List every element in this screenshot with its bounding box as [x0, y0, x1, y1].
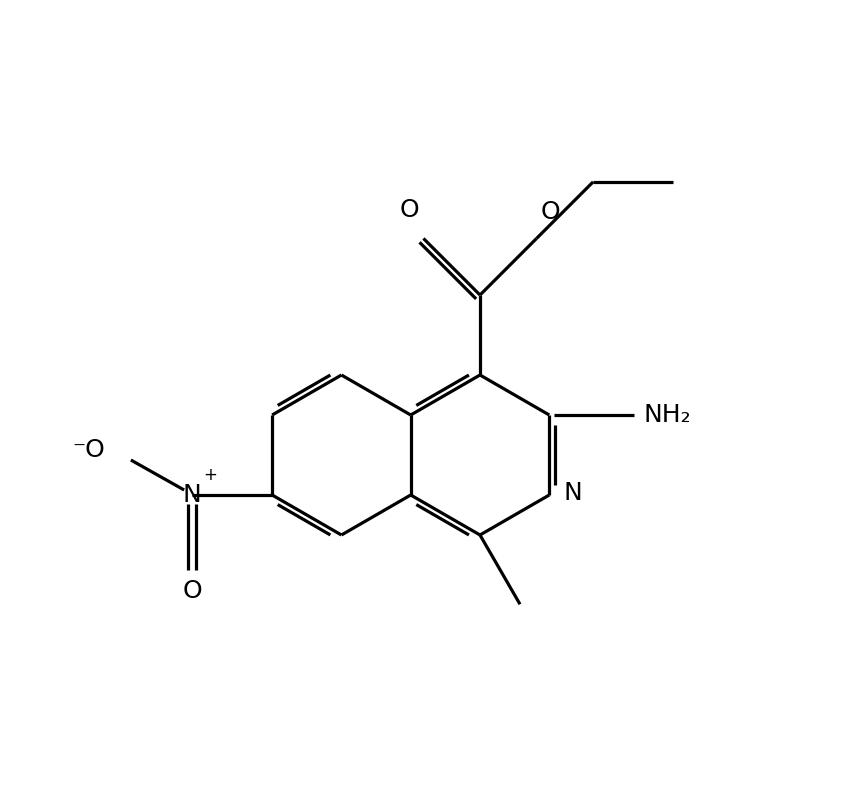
- Text: O: O: [182, 579, 202, 603]
- Text: N: N: [563, 481, 582, 505]
- Text: ⁻O: ⁻O: [72, 438, 105, 462]
- Text: O: O: [541, 200, 561, 225]
- Text: O: O: [400, 199, 419, 222]
- Text: NH₂: NH₂: [644, 403, 691, 427]
- Text: N: N: [183, 483, 201, 507]
- Text: +: +: [203, 466, 217, 484]
